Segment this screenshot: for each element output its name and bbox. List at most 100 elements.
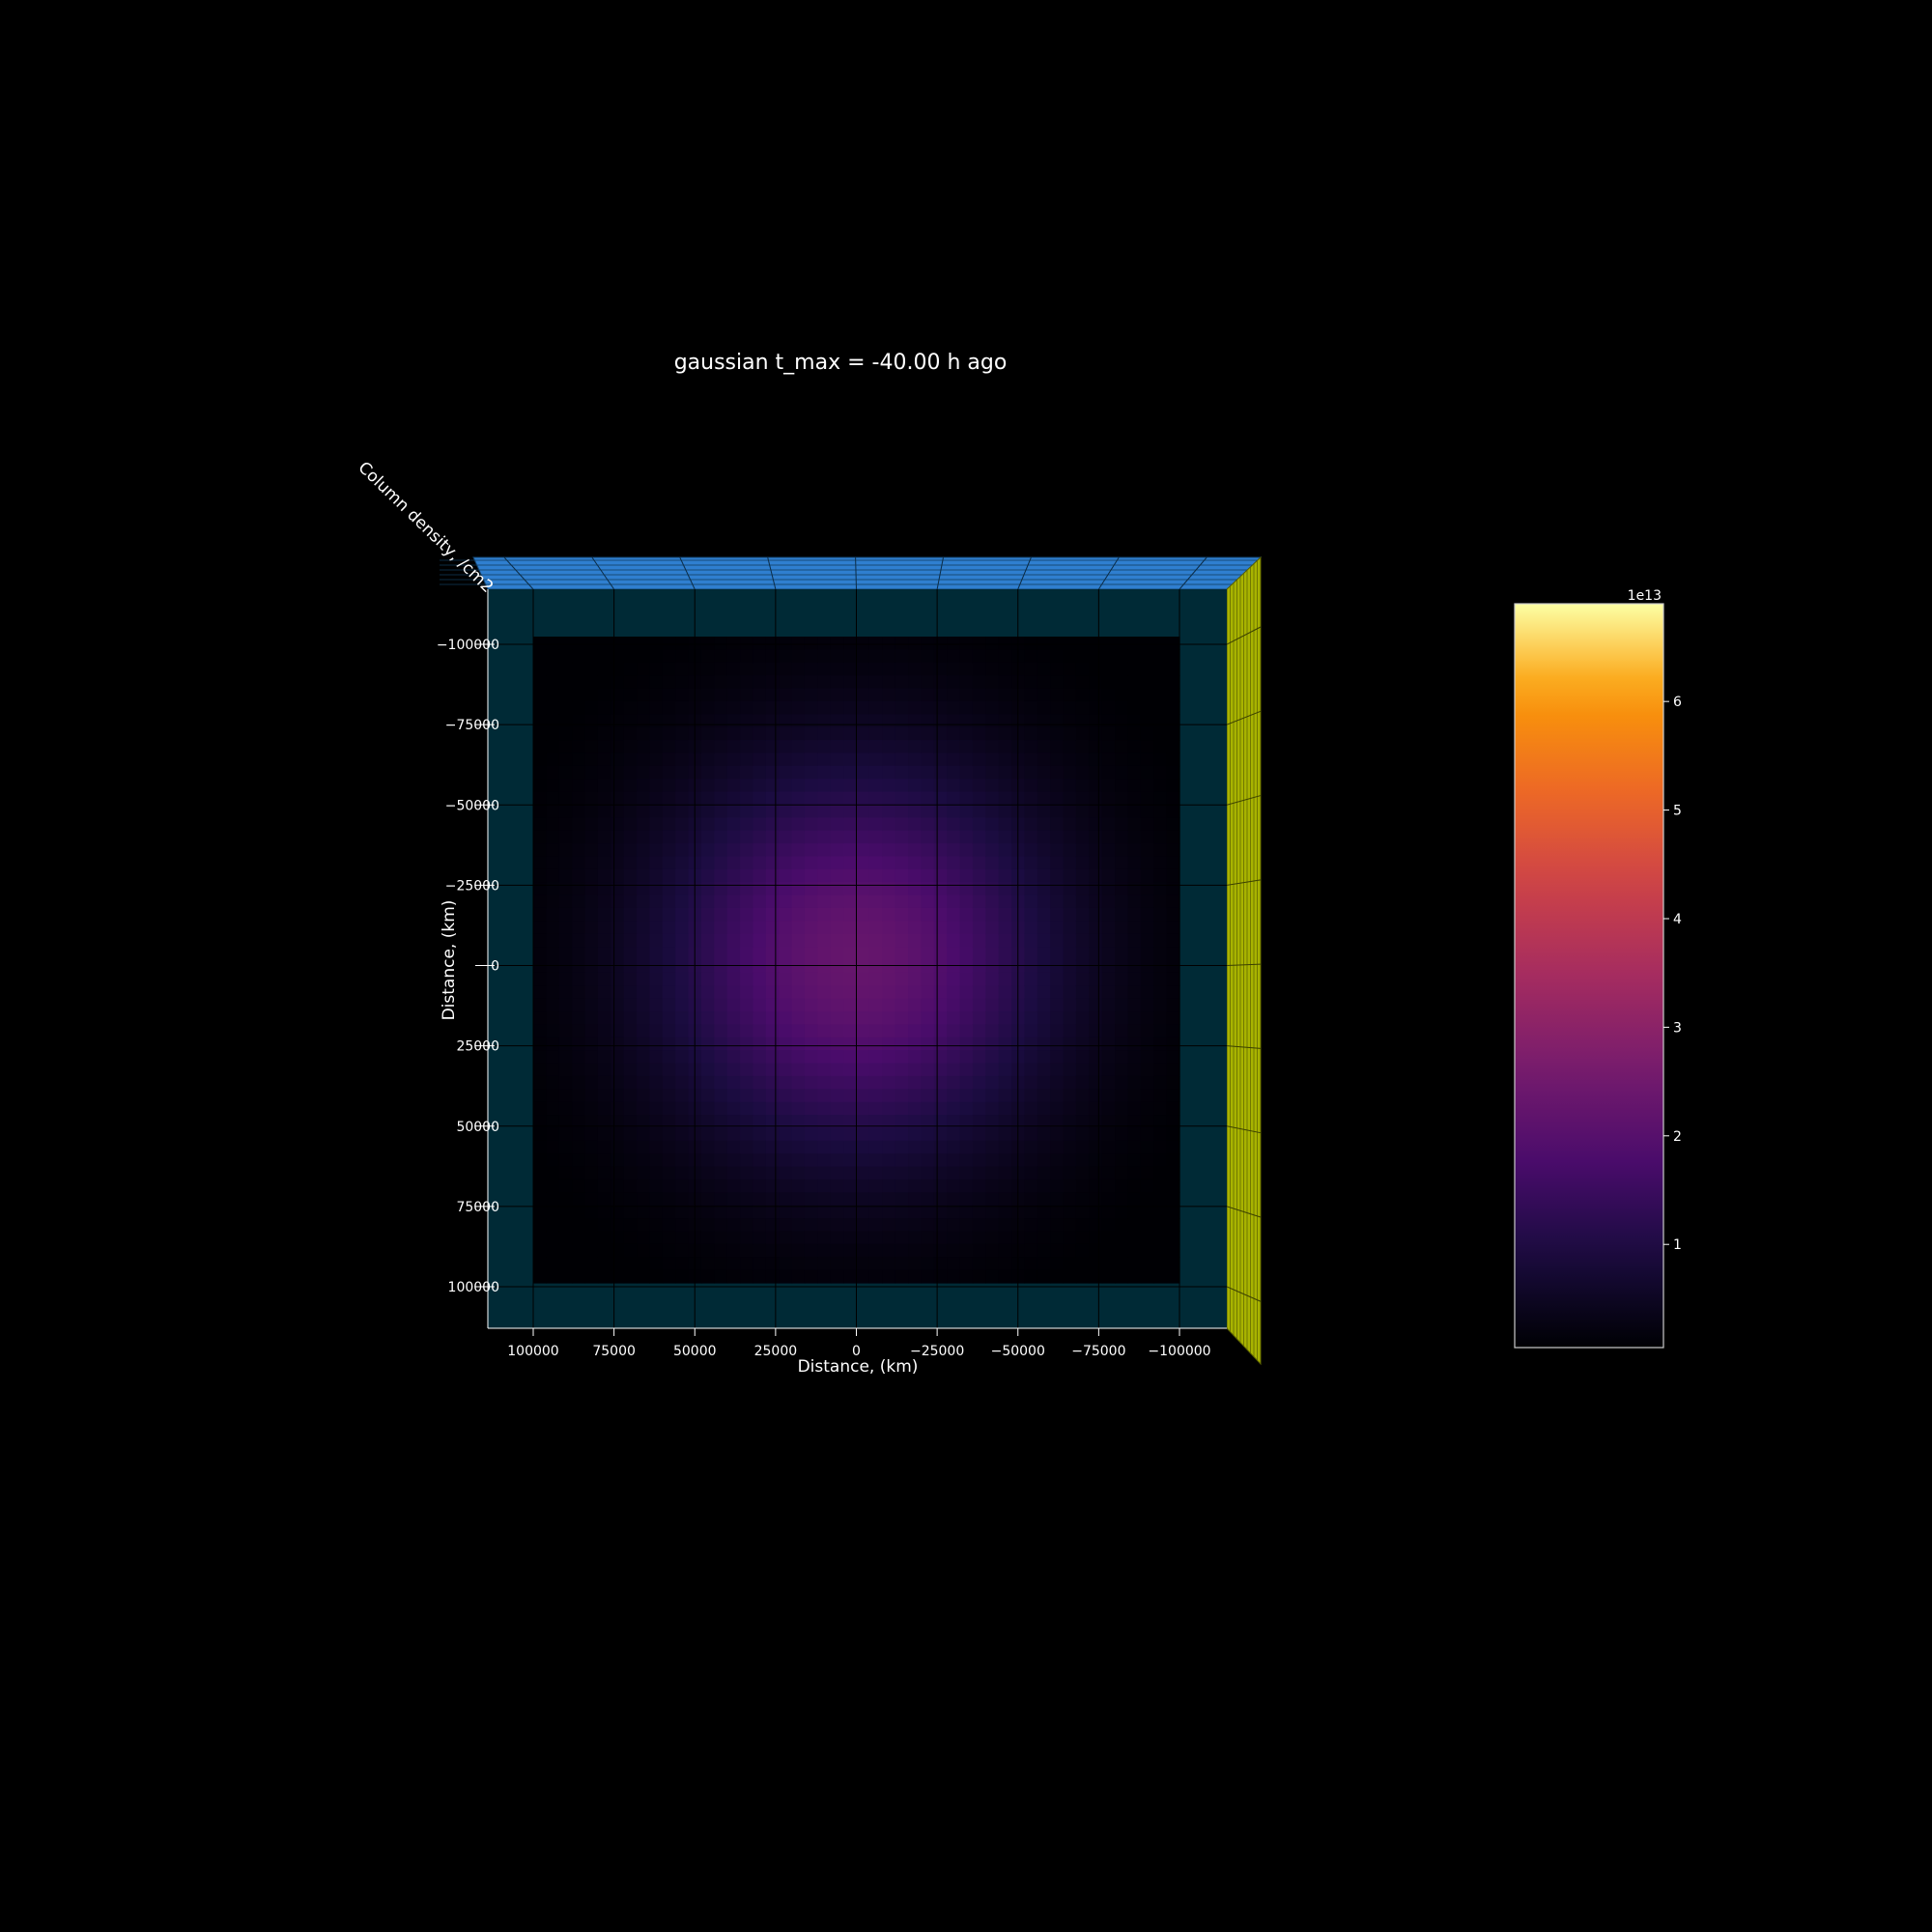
y-tick-label: −100000 [437,638,499,653]
heatmap-cell [1115,1140,1129,1154]
heatmap-cell [597,1127,611,1142]
heatmap-cell [597,675,611,690]
z-axis-label: Column density, /cm2 [355,458,497,597]
heatmap-cell [649,688,664,702]
heatmap-cell [895,779,909,793]
heatmap-cell [558,1231,573,1245]
heatmap-cell [649,1127,664,1142]
heatmap-cell [933,779,948,793]
heatmap-cell [1050,1153,1065,1168]
heatmap-cell [856,1050,870,1065]
heatmap-cell [998,1192,1012,1207]
heatmap-cell [1140,740,1154,754]
side-grid-line [1226,1125,1262,1134]
heatmap-cell [779,972,793,986]
heatmap-cell [662,1127,676,1142]
heatmap-cell [1101,1115,1116,1129]
heatmap-cell [868,1205,883,1219]
heatmap-cell [753,1075,767,1090]
heatmap-cell [597,830,611,844]
heatmap-cell [584,907,599,922]
heatmap-cell [1115,675,1129,690]
heatmap-cell [675,700,690,715]
heatmap-cell [959,907,974,922]
heatmap-cell [1140,830,1154,844]
heatmap-cell [558,1075,573,1090]
heatmap-cell [765,1179,780,1193]
heatmap-cell [533,804,547,818]
heatmap-cell [817,765,832,780]
heatmap-cell [1101,1153,1116,1168]
heatmap-cell [779,1257,793,1271]
heatmap-cell [740,1218,754,1233]
heatmap-cell [714,1192,728,1207]
heatmap-cell [1101,714,1116,728]
heatmap-cell [843,1243,858,1258]
heatmap-cell [1063,1243,1077,1258]
x-tick-label: 75000 [592,1344,636,1359]
heatmap-cell [908,868,922,883]
heatmap-cell [998,843,1012,858]
heatmap-cell [959,843,974,858]
heatmap-cell [998,1050,1012,1065]
heatmap-cell [1024,1101,1038,1116]
heatmap-cell [1050,765,1065,780]
heatmap-cell [1140,1153,1154,1168]
heatmap-cell [895,1218,909,1233]
heatmap-cell [533,726,547,741]
heatmap-cell [533,895,547,909]
heatmap-cell [611,1192,625,1207]
heatmap-cell [817,1231,832,1245]
heatmap-cell [972,985,986,1000]
heatmap-cell [921,1257,935,1271]
heatmap-cell [779,1231,793,1245]
heatmap-cell [804,649,818,664]
heatmap-cell [649,675,664,690]
heatmap-cell [611,753,625,767]
heatmap-cell [558,765,573,780]
heatmap-cell [1075,1127,1090,1142]
heatmap-cell [856,1063,870,1077]
heatmap-cell [1075,817,1090,832]
heatmap-cell [637,972,651,986]
heatmap-cell [843,753,858,767]
heatmap-cell [1037,947,1051,961]
heatmap-cell [1037,637,1051,650]
heatmap-cell [611,1243,625,1258]
heatmap-cell [714,1243,728,1258]
heatmap-cell [817,1101,832,1116]
heatmap-cell [1140,1243,1154,1258]
heatmap-cell [597,1063,611,1077]
heatmap-cell [1115,1153,1129,1168]
heatmap-cell [779,700,793,715]
heatmap-cell [623,1218,638,1233]
heatmap-cell [959,972,974,986]
heatmap-cell [753,1153,767,1168]
heatmap-cell [558,985,573,1000]
heatmap-cell [817,726,832,741]
heatmap-cell [675,921,690,935]
heatmap-cell [1166,726,1180,741]
heatmap-cell [1037,933,1051,948]
heatmap-cell [843,688,858,702]
heatmap-cell [675,740,690,754]
heatmap-cell [1115,1179,1129,1193]
y-tick-label: 25000 [456,1039,499,1055]
heatmap-cell [700,1024,715,1038]
heatmap-cell [1140,1257,1154,1271]
heatmap-cell [1140,662,1154,676]
heatmap-cell [1024,1192,1038,1207]
heatmap-cell [546,740,560,754]
heatmap-cell [856,649,870,664]
heatmap-cell [817,895,832,909]
heatmap-cell [584,675,599,690]
heatmap-cell [753,1127,767,1142]
heatmap-cell [765,779,780,793]
heatmap-cell [740,753,754,767]
heatmap-cell [597,726,611,741]
back-grid-line [936,556,944,590]
heatmap-cell [597,907,611,922]
heatmap-cell [921,921,935,935]
heatmap-cell [597,921,611,935]
heatmap-cell [584,1127,599,1142]
